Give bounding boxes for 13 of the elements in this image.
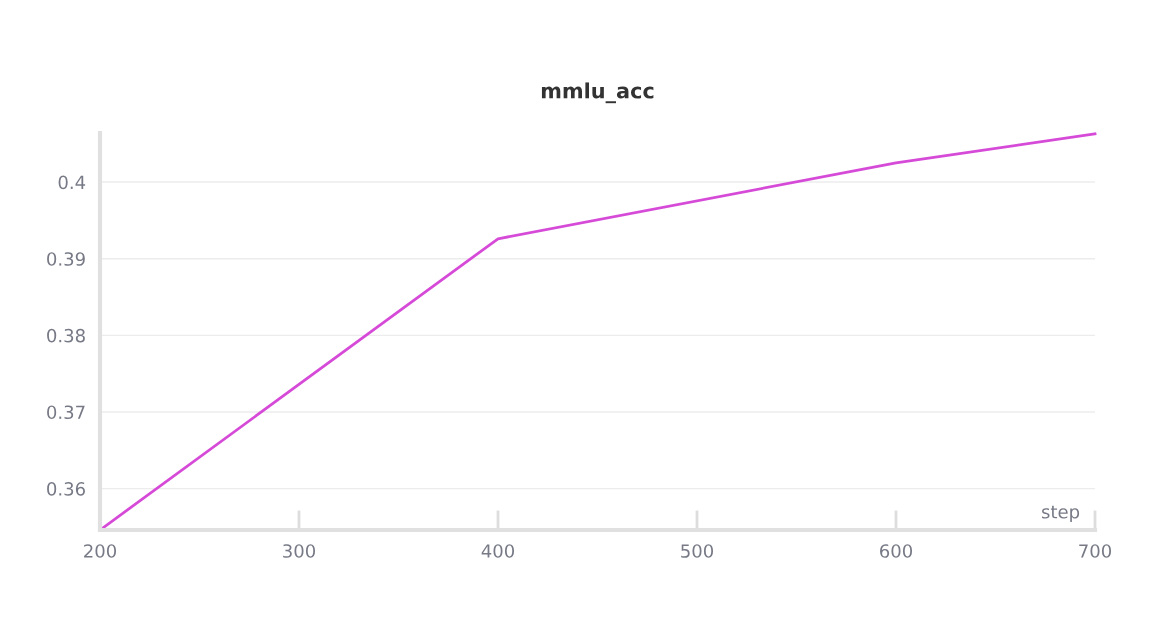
x-tick-label: 400: [481, 544, 515, 558]
x-axis-title: step: [1042, 505, 1080, 523]
x-tick-label: 200: [84, 544, 117, 558]
x-tick-label: 500: [681, 544, 714, 558]
x-tick-label: 700: [1079, 544, 1112, 558]
x-tick-label: 300: [283, 544, 316, 558]
y-tick-label: 0.38: [47, 328, 85, 343]
y-tick-label: 0.39: [47, 252, 85, 266]
y-tick-label: 0.4: [58, 175, 86, 190]
x-tick-label: 600: [880, 544, 913, 558]
y-tick-label: 0.37: [47, 405, 85, 420]
chart-title: mmlu_acc: [541, 82, 654, 104]
y-tick-label: 0.36: [47, 482, 85, 496]
